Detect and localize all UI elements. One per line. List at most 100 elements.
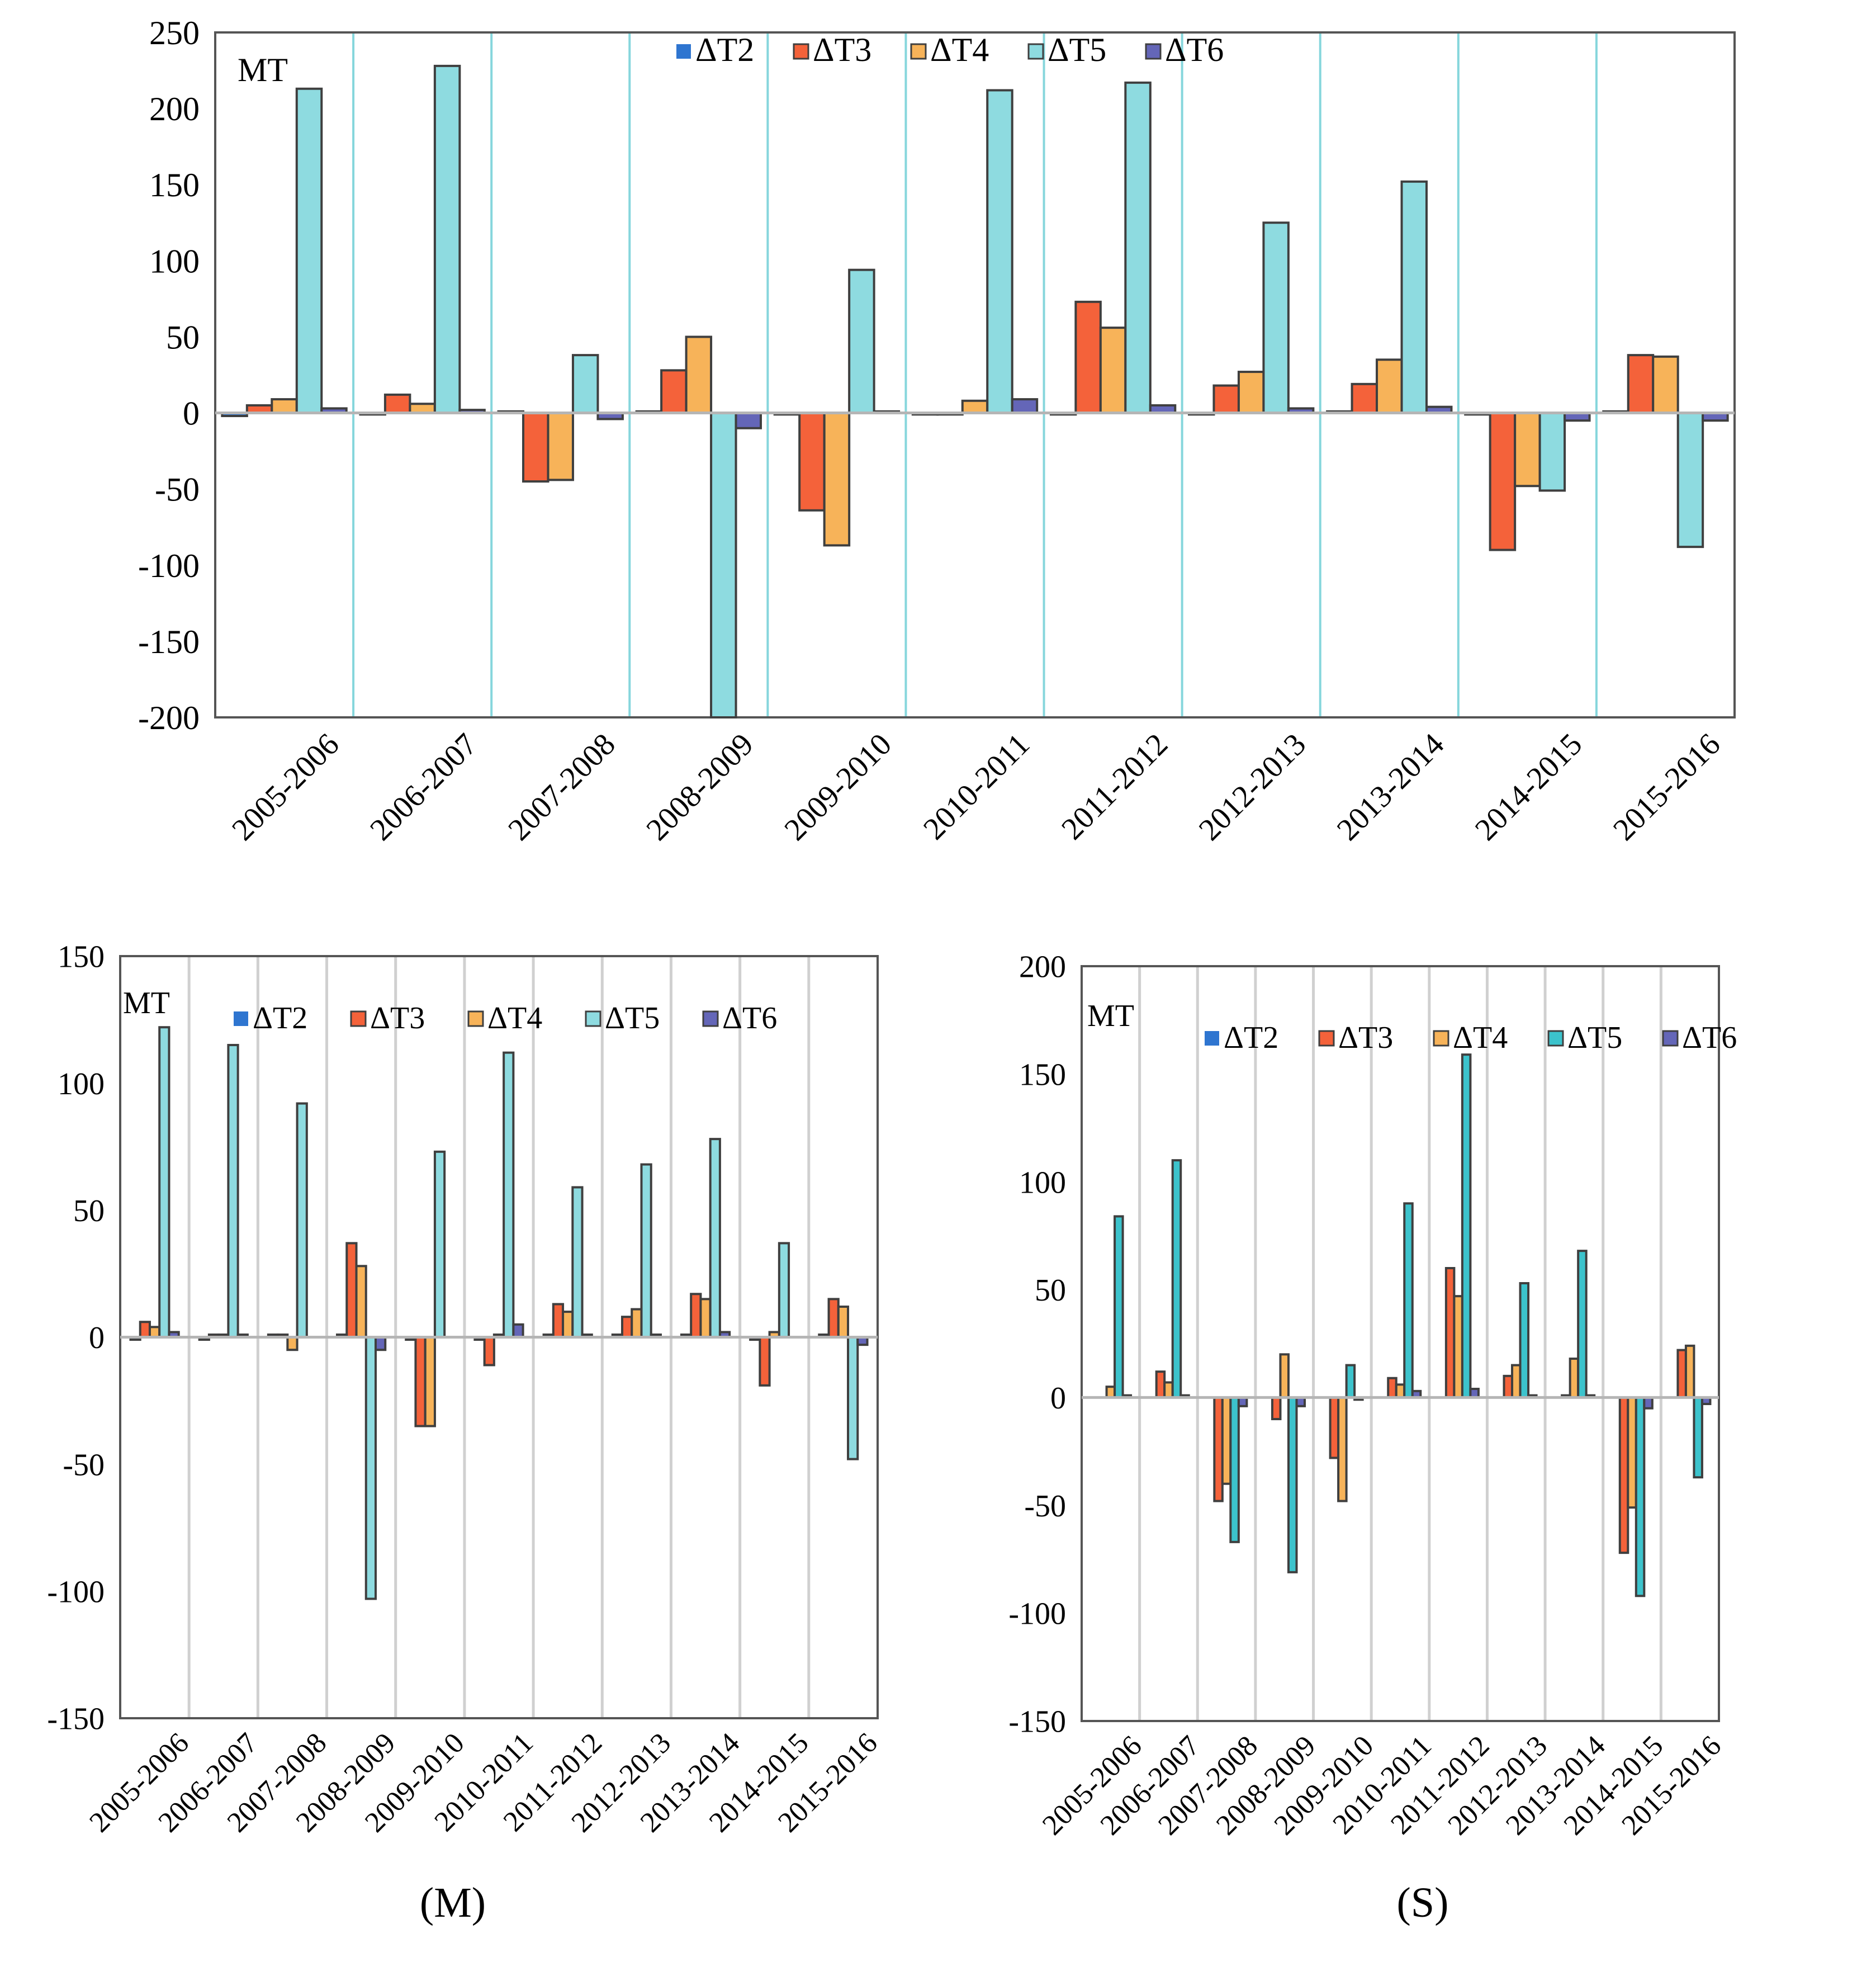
x-category-label: 2014-2015 [1468,727,1589,847]
legend-swatch [793,43,809,60]
legend-swatch [676,44,691,59]
bar-dT3-2012-2013 [1503,1374,1514,1399]
y-tick-label: 200 [1019,950,1066,985]
bar-dT3-2010-2011 [1387,1377,1397,1399]
chart-s: 200150100500-50-100-1502005-20062006-200… [1008,950,1737,1842]
y-tick-label: 100 [149,243,200,280]
bar-dT3-2006-2007 [1155,1370,1166,1399]
x-category-label: 2015-2016 [1607,727,1727,847]
x-category-label: 2008-2009 [639,727,760,847]
legend-swatch [1662,1030,1679,1047]
bar-dT5-2013-2014 [1577,1250,1588,1399]
y-tick-label: 50 [166,319,200,356]
bar-dT5-2005-2006 [295,87,323,414]
legend-label: ΔT2 [695,31,754,68]
bar-dT3-2010-2011 [483,1336,495,1367]
bar-dT4-2011-2012 [1099,327,1127,414]
bar-dT5-2014-2015 [1635,1396,1646,1597]
x-category-label: 2011-2012 [1055,727,1174,847]
y-tick-label: -100 [1008,1597,1066,1632]
legend-swatch [467,1010,484,1027]
bar-dT3-2008-2009 [660,369,688,414]
x-category-label: 2013-2014 [1330,727,1451,847]
bar-dT4-2011-2012 [1453,1295,1463,1399]
bar-dT5-2009-2010 [1345,1364,1356,1399]
x-category-label: 2005-2006 [225,727,345,847]
bar-dT3-2013-2014 [690,1293,702,1339]
legend-label: ΔT3 [1338,1020,1393,1055]
legend: ΔT2 ΔT3 ΔT4 ΔT5 ΔT6 [676,31,1224,68]
unit-label: MT [123,986,170,1020]
bar-dT3-2015-2016 [827,1298,840,1339]
legend-swatch [585,1010,601,1027]
legend-swatch [1145,43,1162,60]
y-tick-label: 0 [1050,1381,1066,1416]
bar-dT5-2010-2011 [503,1051,515,1339]
bar-dT4-2015-2016 [837,1305,850,1339]
bar-dT5-2007-2008 [296,1102,308,1339]
y-tick-label: 50 [73,1194,105,1228]
unit-label: MT [238,51,288,88]
legend: ΔT2 ΔT3 ΔT4 ΔT5 ΔT6 [234,1001,777,1036]
bar-dT3-2012-2013 [1212,384,1240,414]
legend-swatch [1433,1030,1449,1047]
legend-label: ΔT2 [1224,1020,1278,1055]
x-category-label: 2012-2013 [1192,727,1313,847]
bar-dT5-2009-2010 [433,1150,446,1339]
bar-dT5-2006-2007 [227,1044,239,1339]
plot-area-top [214,31,1736,718]
legend-label: ΔT4 [487,1001,542,1036]
bar-dT4-2009-2010 [823,412,851,547]
bar-dT6-2010-2011 [512,1323,524,1339]
bar-dT3-2007-2008 [522,412,549,483]
y-tick-label: 0 [183,395,200,432]
bar-dT4-2015-2016 [1684,1344,1695,1399]
bar-dT3-2009-2010 [1329,1396,1340,1459]
bar-dT3-2011-2012 [552,1303,565,1339]
bar-dT5-2011-2012 [571,1186,584,1339]
bar-dT5-2008-2009 [1287,1396,1298,1573]
bar-dT5-2007-2008 [571,354,599,414]
bar-dT4-2005-2006 [148,1326,161,1339]
bar-dT5-2015-2016 [1676,412,1704,549]
bar-dT5-2006-2007 [1171,1159,1182,1399]
y-tick-label: -150 [47,1702,105,1737]
legend-label: ΔT5 [1567,1020,1622,1055]
legend-label: ΔT4 [930,31,989,68]
legend-label: ΔT2 [253,1001,307,1036]
bar-dT5-2014-2015 [778,1242,790,1339]
bar-dT5-2008-2009 [364,1336,377,1600]
bar-dT4-2014-2015 [1514,412,1541,488]
bar-dT4-2010-2011 [961,399,989,414]
y-tick-label: -50 [155,471,200,508]
bar-dT4-2007-2008 [1221,1396,1232,1485]
y-tick-label: -100 [47,1575,105,1609]
y-tick-label: 200 [149,91,200,127]
bar-dT3-2015-2016 [1676,1349,1687,1399]
legend-swatch [1027,43,1044,60]
bar-dT3-2008-2009 [345,1242,358,1339]
bar-dT5-2014-2015 [1538,412,1566,492]
bar-dT3-2014-2015 [1489,412,1517,551]
bar-dT4-2008-2009 [1279,1353,1290,1399]
bar-dT4-2013-2014 [1569,1358,1580,1399]
plot-area-s [1081,965,1720,1722]
bar-dT5-2015-2016 [847,1336,859,1460]
bar-dT4-2014-2015 [1627,1396,1637,1509]
legend-swatch [1318,1030,1335,1047]
legend-label: ΔT6 [1682,1020,1737,1055]
bar-dT3-2014-2015 [759,1336,771,1387]
y-tick-label: -150 [1008,1705,1066,1739]
bar-dT3-2013-2014 [1351,382,1378,414]
caption-s: (S) [1396,1879,1449,1926]
bar-dT3-2007-2008 [1213,1396,1224,1502]
bar-dT3-2005-2006 [139,1321,151,1339]
legend-swatch [234,1011,248,1026]
legend-swatch [702,1010,719,1027]
bar-dT6-2014-2015 [1643,1396,1654,1410]
bar-dT3-2009-2010 [798,412,826,512]
y-tick-label: 150 [58,940,105,975]
bar-dT4-2010-2011 [1395,1383,1406,1399]
y-tick-label: -50 [63,1448,105,1482]
bar-dT5-2007-2008 [1229,1396,1240,1543]
